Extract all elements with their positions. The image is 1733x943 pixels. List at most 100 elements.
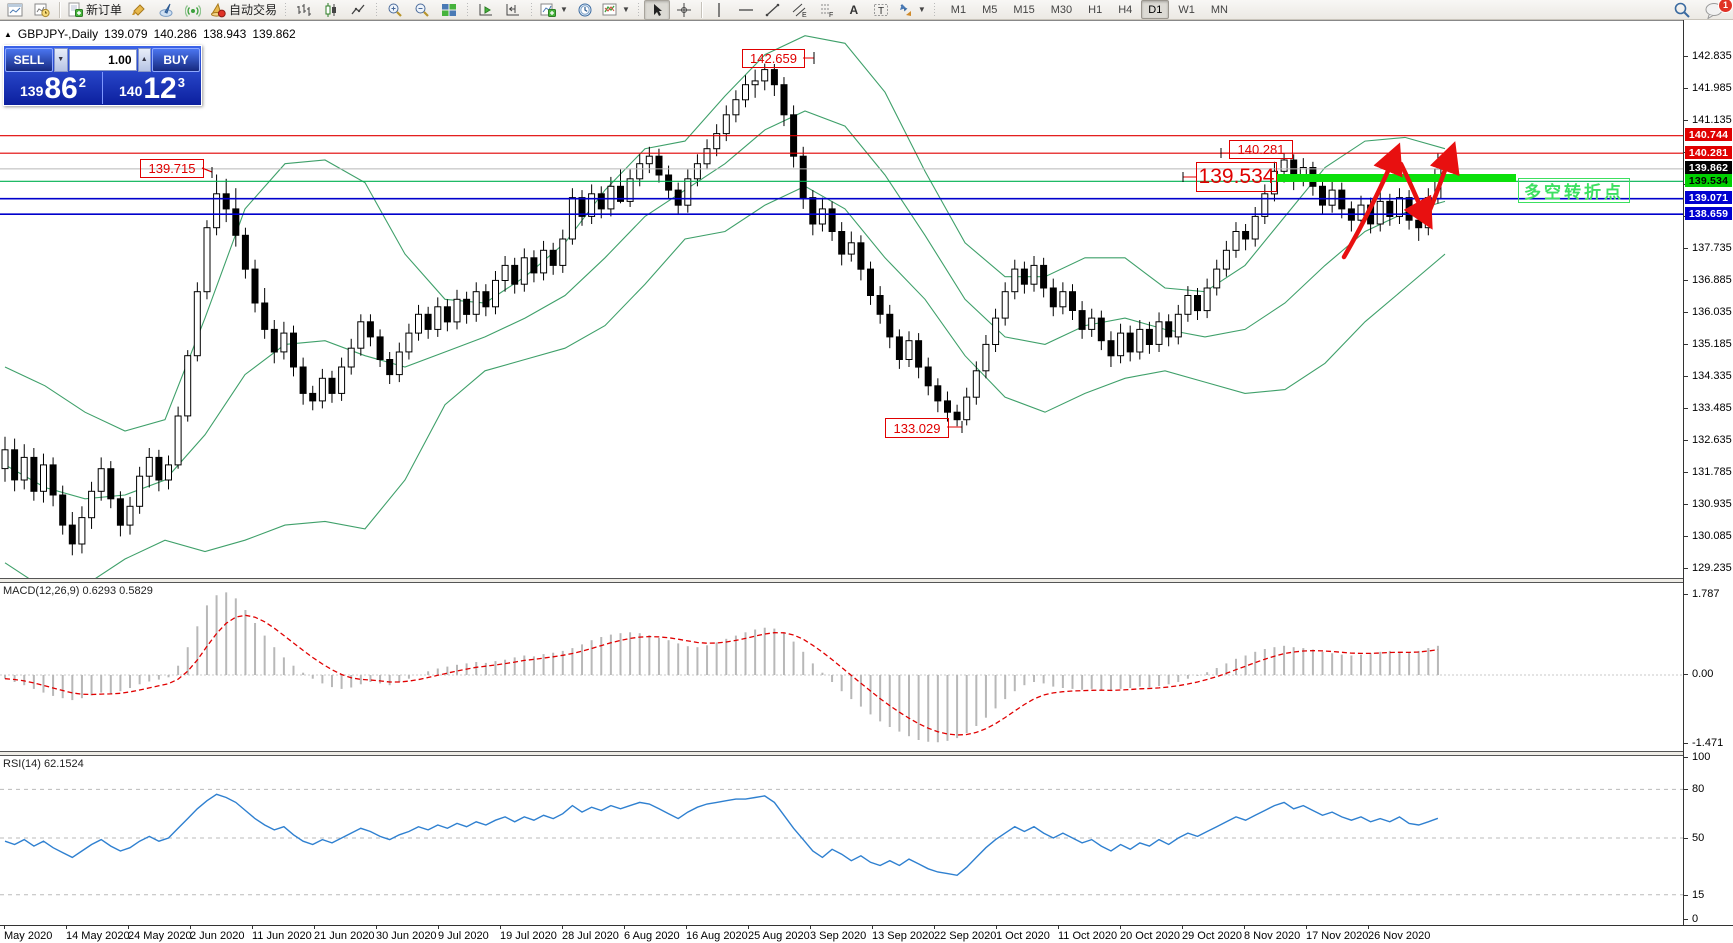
price-axis-tick — [1684, 280, 1688, 281]
autotrade-button[interactable]: 自动交易 — [207, 0, 280, 20]
chat-button[interactable]: 1 — [1705, 0, 1733, 19]
price-callout: 139.534 — [1196, 162, 1277, 192]
signals-button[interactable] — [180, 0, 206, 20]
tile-windows-button[interactable] — [436, 0, 462, 20]
chart-window-icon — [7, 3, 23, 16]
price-callout: 142.659 — [742, 49, 805, 68]
timeframe-m5[interactable]: M5 — [982, 3, 998, 16]
panel-splitter[interactable] — [0, 751, 1733, 756]
date-label: 11 Jun 2020 — [252, 930, 312, 942]
price-axis-label: 129.235 — [1692, 562, 1732, 574]
zoom-in-icon — [388, 3, 402, 17]
indicators-button[interactable]: ▼ — [599, 0, 633, 20]
date-tick — [438, 926, 439, 929]
hline-tool-button[interactable] — [733, 0, 759, 20]
bar-chart-button[interactable] — [291, 0, 317, 20]
auto-scroll-button[interactable] — [473, 0, 499, 20]
text-tool-button[interactable]: A — [841, 0, 867, 20]
timeframe-d1[interactable]: D1 — [1141, 0, 1170, 19]
price-axis-tick — [1684, 88, 1688, 89]
rsi-panel[interactable]: RSI(14) 62.1524 — [0, 756, 1683, 925]
buy-button[interactable]: BUY — [152, 47, 200, 72]
volume-decrease-button[interactable]: ▼ — [54, 47, 68, 72]
volume-increase-button[interactable]: ▲ — [137, 47, 151, 72]
fibonacci-icon: F — [820, 4, 833, 18]
candlestick-chart-button[interactable] — [318, 0, 344, 20]
date-tick — [4, 926, 5, 929]
label-tool-button[interactable]: T — [868, 0, 894, 20]
periods-button[interactable] — [572, 0, 598, 20]
profiles-icon — [34, 3, 50, 17]
date-label: 11 Oct 2020 — [1058, 930, 1118, 942]
timeframe-mn[interactable]: MN — [1210, 3, 1228, 16]
channel-tool-button[interactable]: E — [787, 0, 813, 20]
bull-bear-turning-point-annotation[interactable]: 多空转折点 — [1518, 178, 1630, 203]
candlestick-chart-icon — [325, 2, 337, 17]
price-axis[interactable]: 142.835141.985141.135140.285139.435138.5… — [1683, 20, 1733, 925]
date-tick — [500, 926, 501, 929]
date-tick — [1368, 926, 1369, 929]
rsi-canvas[interactable] — [0, 756, 1683, 925]
date-label: 19 Jul 2020 — [500, 930, 557, 942]
date-tick — [686, 926, 687, 929]
price-level-tag: 138.659 — [1685, 207, 1732, 220]
fibo-tool-button[interactable]: F — [814, 0, 840, 20]
main-chart-panel[interactable]: ▲ GBPJPY-,Daily 139.079 140.286 138.943 … — [0, 20, 1683, 579]
price-axis-tick — [1684, 120, 1688, 121]
zoom-in-button[interactable] — [382, 0, 408, 20]
zoom-out-icon — [415, 3, 429, 17]
new-order-button[interactable]: 新订单 — [64, 0, 125, 20]
timeframe-m15[interactable]: M15 — [1013, 3, 1035, 16]
sell-price[interactable]: 139 86 2 — [4, 72, 102, 104]
macd-axis-label: -1.471 — [1692, 737, 1724, 749]
timeframe-h4[interactable]: H4 — [1118, 3, 1133, 16]
chart-window-button[interactable] — [2, 0, 28, 20]
price-axis-label: 136.035 — [1692, 306, 1732, 318]
text-label-icon: T — [873, 3, 888, 17]
sell-button[interactable]: SELL — [5, 47, 53, 72]
date-label: 16 Aug 2020 — [686, 930, 748, 942]
equidistant-channel-icon: E — [792, 3, 807, 18]
macd-panel[interactable]: MACD(12,26,9) 0.6293 0.5829 — [0, 583, 1683, 751]
timeframe-w1[interactable]: W1 — [1178, 3, 1195, 16]
chart-shift-button[interactable] — [500, 0, 526, 20]
search-icon[interactable] — [1673, 1, 1691, 19]
panel-splitter[interactable] — [0, 578, 1733, 583]
price-chart-canvas[interactable] — [0, 21, 1683, 579]
date-label: 3 Sep 2020 — [810, 930, 867, 942]
time-axis[interactable]: May 2020 14 May 2020 24 May 2020 2 Jun 2020… — [0, 926, 1733, 943]
fibo-letter: F — [829, 12, 833, 18]
macd-label: MACD(12,26,9) 0.6293 0.5829 — [3, 585, 153, 597]
date-tick — [748, 926, 749, 929]
line-chart-button[interactable] — [345, 0, 371, 20]
zoom-out-button[interactable] — [409, 0, 435, 20]
periods-clock-icon — [578, 3, 592, 16]
trendline-tool-button[interactable] — [760, 0, 786, 20]
macd-canvas[interactable] — [0, 583, 1683, 751]
rsi-axis-label: 15 — [1692, 889, 1705, 901]
rsi-axis-label: 50 — [1692, 832, 1705, 844]
date-label: 13 Sep 2020 — [872, 930, 935, 942]
timeframe-h1[interactable]: H1 — [1088, 3, 1103, 16]
price-axis-tick — [1684, 568, 1688, 569]
vline-tool-button[interactable] — [706, 0, 732, 20]
buy-price-small: 140 — [119, 83, 143, 99]
new-chart-button[interactable]: ▼ — [537, 0, 571, 20]
price-axis-label: 133.485 — [1692, 402, 1732, 414]
profiles-button[interactable] — [29, 0, 55, 20]
timeframe-m30[interactable]: M30 — [1050, 3, 1073, 16]
cursor-tool-button[interactable] — [643, 0, 670, 20]
price-callout: 133.029 — [885, 418, 949, 438]
timeframe-m1[interactable]: M1 — [950, 3, 967, 16]
trendline-icon — [765, 3, 780, 16]
buy-price[interactable]: 140 12 3 — [103, 72, 201, 104]
crosshair-tool-button[interactable] — [671, 0, 697, 20]
date-tick — [872, 926, 873, 929]
styler-button[interactable] — [126, 0, 152, 20]
metaeditor-button[interactable] — [153, 0, 179, 20]
arrows-tool-button[interactable]: ▼ — [895, 0, 929, 20]
close-value: 139.862 — [252, 27, 296, 41]
date-label: 2 Jun 2020 — [190, 930, 245, 942]
volume-input[interactable] — [68, 48, 137, 71]
